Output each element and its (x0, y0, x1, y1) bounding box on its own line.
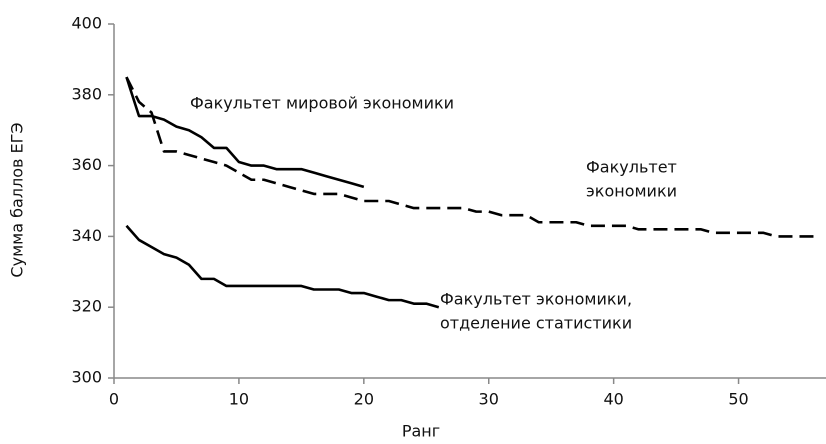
series-label: экономики (586, 182, 677, 201)
series-line (125, 224, 440, 309)
y-tick-label: 320 (71, 297, 102, 316)
y-tick-label: 380 (71, 84, 102, 103)
y-tick-label: 300 (71, 368, 102, 387)
x-tick-label: 20 (354, 390, 374, 409)
series-line (125, 76, 814, 238)
y-axis-label: Сумма баллов ЕГЭ (8, 122, 27, 277)
series-label: отделение статистики (440, 314, 632, 333)
x-axis-label: Ранг (402, 422, 440, 441)
x-tick-label: 10 (229, 390, 249, 409)
y-tick-label: 340 (71, 226, 102, 245)
y-tick-label: 400 (71, 14, 102, 33)
y-tick-label: 360 (71, 155, 102, 174)
x-tick-label: 0 (109, 390, 119, 409)
series-label: Факультет (586, 158, 677, 177)
x-tick-label: 40 (603, 390, 623, 409)
x-tick-label: 30 (479, 390, 499, 409)
series-label: Факультет экономики, (440, 290, 632, 309)
series-line (125, 76, 365, 189)
x-tick-label: 50 (728, 390, 748, 409)
series-label: Факультет мировой экономики (190, 94, 454, 113)
